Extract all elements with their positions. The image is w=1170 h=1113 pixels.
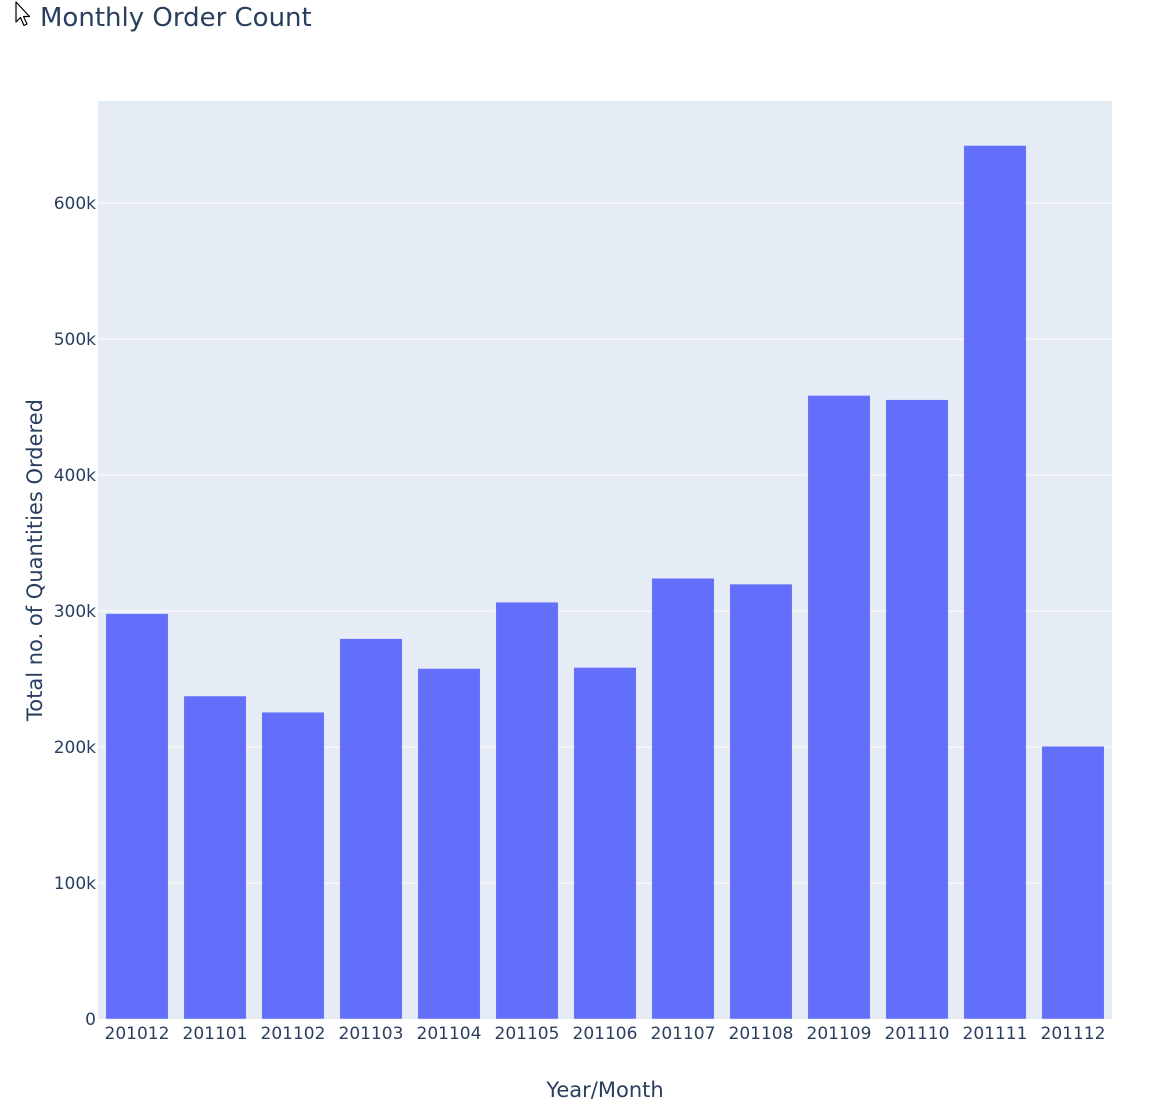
y-tick-label: 300k — [54, 602, 96, 622]
y-tick-label: 100k — [54, 874, 96, 894]
x-tick-label: 201106 — [573, 1024, 638, 1044]
y-tick-label: 600k — [54, 194, 96, 214]
y-axis-ticks: 0 100k 200k 300k 400k 500k 600k — [54, 194, 96, 1030]
bar-201101[interactable] — [183, 695, 247, 1020]
bars — [105, 145, 1105, 1020]
bar-201107[interactable] — [651, 577, 715, 1020]
x-tick-label: 201102 — [261, 1024, 326, 1044]
bar-201108[interactable] — [729, 583, 793, 1020]
bar-201104[interactable] — [417, 668, 481, 1020]
x-axis-title: Year/Month — [545, 1078, 663, 1102]
bar-201111[interactable] — [963, 145, 1027, 1020]
mouse-pointer-icon — [15, 1, 31, 27]
bar-201112[interactable] — [1041, 746, 1105, 1020]
bar-201012[interactable] — [105, 613, 169, 1020]
y-tick-label: 200k — [54, 738, 96, 758]
bar-201105[interactable] — [495, 601, 559, 1020]
x-tick-label: 201104 — [417, 1024, 482, 1044]
x-tick-label: 201111 — [963, 1024, 1028, 1044]
x-tick-label: 201012 — [105, 1024, 170, 1044]
x-axis-ticks: 201012 201101 201102 201103 201104 201105 2011… — [105, 1024, 1106, 1044]
x-tick-label: 201105 — [495, 1024, 560, 1044]
bar-201110[interactable] — [885, 399, 949, 1020]
x-tick-label: 201112 — [1041, 1024, 1106, 1044]
x-tick-label: 201108 — [729, 1024, 794, 1044]
bar-201103[interactable] — [339, 638, 403, 1020]
x-tick-label: 201101 — [183, 1024, 248, 1044]
bar-201106[interactable] — [573, 667, 637, 1020]
y-axis-title: Total no. of Quantities Ordered — [23, 399, 47, 722]
chart-title: Monthly Order Count — [40, 3, 312, 33]
x-tick-label: 201107 — [651, 1024, 716, 1044]
y-tick-label: 400k — [54, 466, 96, 486]
bar-201109[interactable] — [807, 395, 871, 1020]
y-tick-label: 0 — [85, 1010, 96, 1030]
y-tick-label: 500k — [54, 330, 96, 350]
bar-201102[interactable] — [261, 711, 325, 1020]
x-tick-label: 201110 — [885, 1024, 950, 1044]
x-tick-label: 201109 — [807, 1024, 872, 1044]
x-tick-label: 201103 — [339, 1024, 404, 1044]
